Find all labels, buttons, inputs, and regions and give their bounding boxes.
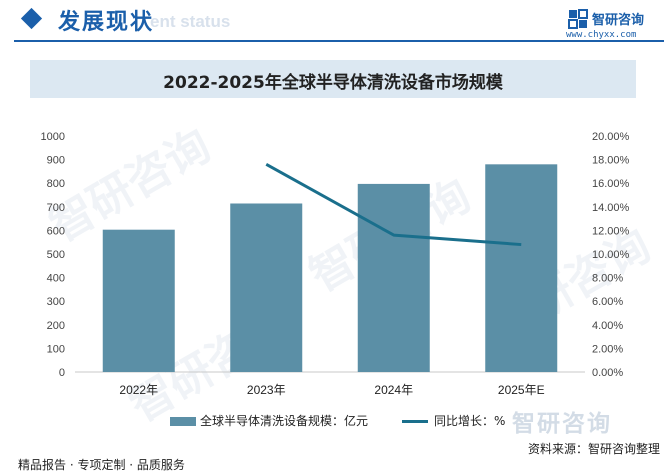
chart-title-bar: 2022-2025年全球半导体清洗设备市场规模 [30,60,636,98]
y-left-tick-label: 600 [47,225,65,237]
x-tick-label: 2023年 [247,383,286,397]
legend-swatch-line [402,420,428,423]
legend-label-bar: 全球半导体清洗设备规模：亿元 [200,414,369,428]
logo-url[interactable]: www.chyxx.com [566,30,637,40]
y-left-tick-label: 900 [47,155,65,167]
y-left-tick-label: 100 [47,343,65,355]
chart-title: 2022-2025年全球半导体清洗设备市场规模 [163,73,503,93]
page-footer: 精品报告 · 专项定制 · 品质服务 资料来源：智研咨询整理 [0,442,672,473]
footer-tagline: 精品报告 · 专项定制 · 品质服务 [18,458,185,472]
y-left-tick-label: 300 [47,296,65,308]
logo-name: 智研咨询 [592,13,645,28]
y-left-tick-label: 0 [59,367,65,379]
header-divider [14,40,664,42]
y-left-tick-label: 200 [47,320,65,332]
y-right-tick-label: 0.00% [592,367,623,379]
section-subtitle: ent status [150,12,231,31]
legend-swatch-bar [170,417,196,426]
legend-label-line: 同比增长：% [434,414,506,428]
growth-line [265,163,522,247]
bar [230,203,303,372]
y-right-tick-label: 4.00% [592,320,623,332]
legend-item-bar: 全球半导体清洗设备规模：亿元 [170,412,368,429]
section-title: 发展现状 [58,9,155,35]
legend-item-line: 同比增长：% [402,412,505,429]
y-right-tick-label: 18.00% [592,155,630,167]
x-tick-label: 2024年 [374,383,413,397]
y-right-tick-label: 14.00% [592,202,630,214]
y-left-tick-label: 400 [47,273,65,285]
y-left-tick-label: 1000 [41,131,65,143]
logo-icon [568,9,588,29]
y-left-tick-label: 500 [47,249,65,261]
y-left-tick-label: 700 [47,202,65,214]
y-right-tick-label: 20.00% [592,131,630,143]
y-right-tick-label: 8.00% [592,273,623,285]
y-left-tick-label: 800 [47,178,65,190]
y-right-tick-label: 6.00% [592,296,623,308]
y-right-tick-label: 12.00% [592,225,630,237]
page-header: ent status 发展现状 智研咨询 www.chyxx.com [0,0,672,46]
y-right-tick-label: 10.00% [592,249,630,261]
x-tick-label: 2022年 [119,383,158,397]
bar [102,229,175,372]
y-right-tick-label: 2.00% [592,343,623,355]
footer-source: 资料来源：智研咨询整理 [527,442,660,456]
logo-watermark: 智研咨询 [512,411,612,437]
bar [357,183,430,372]
x-tick-label: 2025年E [498,383,545,397]
y-right-tick-label: 16.00% [592,178,630,190]
bar [485,164,558,372]
